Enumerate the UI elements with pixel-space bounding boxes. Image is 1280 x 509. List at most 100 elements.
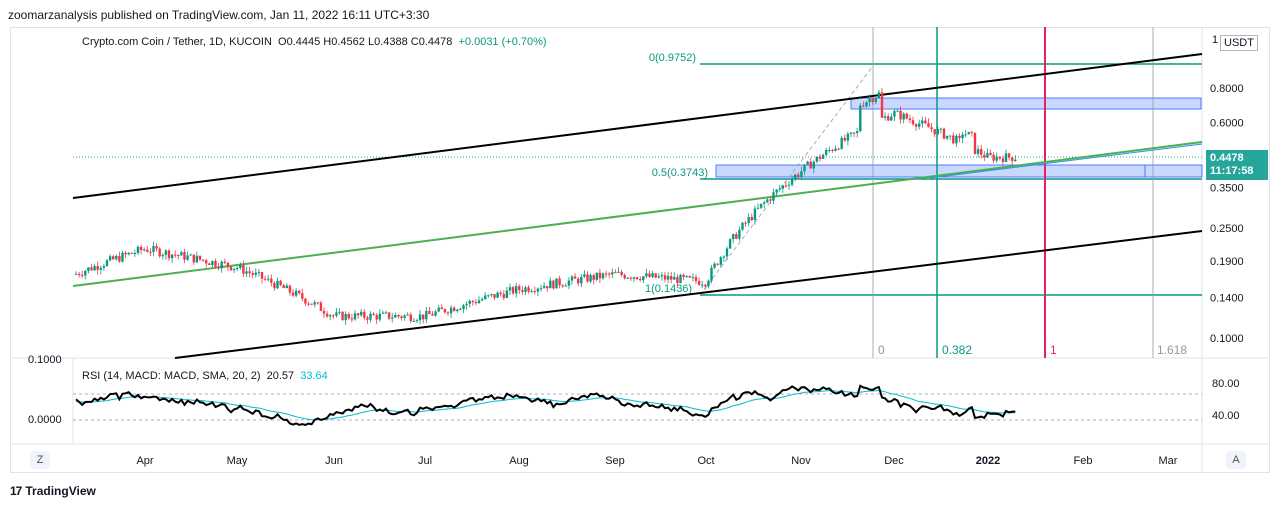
candle-body	[908, 118, 912, 121]
time-tick-label: Oct	[697, 455, 714, 467]
candle-body	[363, 311, 366, 318]
candle-body	[127, 252, 130, 255]
scale-corner: 1	[1212, 34, 1218, 46]
candle-body	[846, 133, 850, 141]
time-tick-label: Dec	[884, 455, 904, 467]
rsi-tick-40: 40.00	[1212, 410, 1240, 422]
candle-body	[995, 156, 998, 161]
candle-body	[294, 290, 298, 296]
price-tick-label: 0.3500	[1210, 182, 1244, 194]
candle-body	[511, 287, 515, 294]
price-tick-label: 0.8000	[1210, 83, 1244, 95]
candle-body	[604, 273, 608, 275]
candle-body	[763, 202, 766, 204]
candle-body	[409, 314, 412, 321]
fib-label-0: 0(0.9752)	[649, 52, 696, 64]
candle-body	[632, 277, 636, 279]
candle-body	[577, 278, 580, 284]
candle-body	[542, 286, 546, 289]
candle-body	[750, 217, 753, 221]
candle-body	[391, 317, 394, 319]
last-price-tag: 0.4478 11:17:58	[1206, 150, 1268, 180]
candle-body	[713, 263, 716, 268]
candle-body	[790, 179, 794, 185]
candle-body	[614, 272, 617, 274]
candle-body	[291, 292, 295, 296]
candle-body	[620, 271, 623, 276]
candle-body	[769, 199, 772, 201]
rsi-legend[interactable]: RSI (14, MACD: MACD, SMA, 20, 2) 20.57 3…	[82, 370, 328, 382]
candle-body	[704, 284, 707, 287]
candle-body	[267, 278, 270, 280]
footer-brand[interactable]: 17 TradingView	[10, 484, 96, 498]
candle-body	[93, 265, 96, 271]
candle-body	[1001, 158, 1005, 162]
candle-body	[270, 278, 273, 283]
candle-body	[369, 313, 372, 320]
candle-body	[449, 307, 453, 314]
candle-body	[412, 320, 416, 322]
candle-body	[152, 245, 155, 253]
candle-body	[784, 185, 788, 187]
candle-body	[580, 276, 583, 284]
candle-body	[608, 273, 611, 275]
candle-body	[260, 272, 264, 279]
symbol-legend[interactable]: Crypto.com Coin / Tether, 1D, KUCOIN O0.…	[82, 36, 547, 48]
candle-body	[549, 280, 552, 289]
candle-body	[964, 134, 967, 136]
candle-body	[329, 315, 332, 317]
candle-body	[961, 134, 964, 139]
candle-body	[465, 303, 468, 306]
candle-body	[508, 287, 512, 291]
candle-body	[831, 149, 834, 151]
candle-body	[459, 309, 462, 311]
candle-body	[211, 260, 214, 265]
candle-body	[852, 132, 856, 134]
candle-body	[896, 110, 899, 112]
zoom-button[interactable]: Z	[30, 451, 50, 469]
candle-body	[1011, 157, 1014, 162]
candle-body	[518, 286, 521, 291]
candle-body	[728, 239, 732, 249]
candle-body	[741, 222, 744, 230]
candle-body	[505, 290, 509, 298]
candle-body	[81, 275, 84, 277]
candle-body	[422, 314, 425, 320]
channel-lower	[174, 230, 1203, 359]
candle-body	[214, 260, 217, 267]
candle-body	[725, 248, 729, 257]
candle-body	[691, 277, 695, 279]
candle-body	[930, 127, 933, 130]
time-tick-label: May	[227, 455, 248, 467]
candle-body	[645, 273, 648, 277]
candle-body	[223, 261, 226, 263]
candle-body	[787, 184, 791, 186]
candle-body	[143, 249, 146, 251]
candle-body	[598, 272, 602, 279]
candle-body	[282, 285, 285, 289]
candle-body	[499, 292, 502, 295]
candle-body	[701, 284, 704, 286]
candle-body	[415, 320, 419, 322]
candle-body	[806, 161, 809, 165]
candle-body	[484, 295, 487, 300]
candle-body	[387, 312, 391, 319]
candle-body	[84, 270, 87, 276]
candle-body	[570, 276, 574, 281]
candle-body	[933, 129, 936, 135]
candle-body	[623, 275, 626, 279]
candle-body	[936, 128, 939, 135]
candle-body	[273, 282, 276, 289]
candle-body	[90, 267, 93, 271]
candle-body	[905, 113, 908, 119]
candle-body	[428, 310, 431, 315]
candle-body	[775, 189, 778, 193]
rsi-value: 20.57	[266, 370, 295, 382]
currency-button[interactable]: USDT	[1220, 35, 1258, 51]
channel-upper	[72, 53, 1203, 199]
time-tick-label: Aug	[509, 455, 529, 467]
candle-body	[874, 97, 877, 103]
candle-body	[462, 305, 465, 310]
auto-scale-button[interactable]: A	[1226, 451, 1246, 469]
